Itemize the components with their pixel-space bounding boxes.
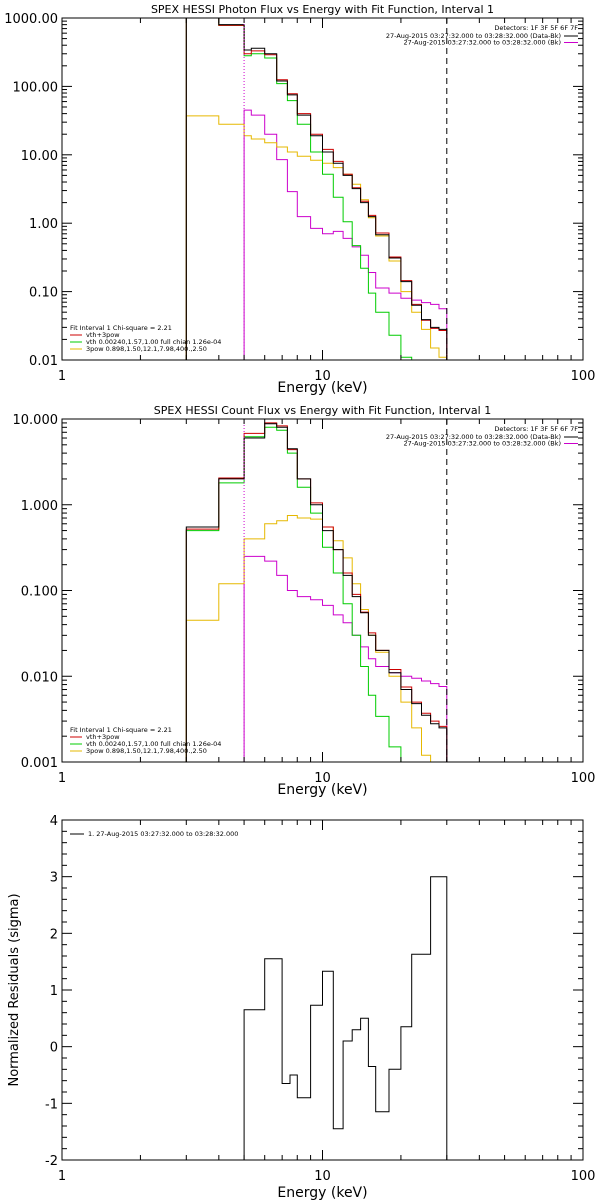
series-total-line	[185, 18, 448, 360]
x-tick-label: 100	[571, 1169, 596, 1184]
series-powerlaw-line	[185, 515, 448, 762]
fit-legend-label: 3pow 0.898,1.50,12.1,7.98,400.,2.50	[86, 747, 207, 755]
x-tick-label: 1	[58, 1169, 66, 1184]
legend-header: Detectors: 1F 3F 5F 6F 7F	[494, 425, 578, 433]
y-axis-label: Normalized Residuals (sigma)	[7, 893, 22, 1086]
series-thermal-line	[185, 18, 448, 360]
x-tick-label: 1	[58, 369, 66, 384]
x-tick-label: 10	[314, 369, 331, 384]
legend-entry-label: 27-Aug-2015 03:27:32.000 to 03:28:32.000…	[404, 440, 561, 448]
series-total-line	[243, 876, 448, 1160]
series-total-line	[185, 423, 448, 762]
axes-frame	[61, 418, 584, 763]
y-tick-label: 1	[50, 984, 58, 999]
series-group	[243, 876, 448, 1160]
legend-entry-label: 27-Aug-2015 03:27:32.000 to 03:28:32.000…	[386, 433, 561, 441]
x-axis-label: Energy (keV)	[277, 782, 367, 798]
series-background-line	[185, 109, 448, 360]
y-tick-label: 0.100	[21, 585, 58, 600]
y-tick-label: 10.00	[21, 149, 58, 164]
y-tick-label: 3	[50, 871, 58, 886]
fit-legend-label: vth 0.00240,1.57,1.00 full chian 1.26e-0…	[86, 740, 221, 748]
photon-flux-panel: SPEX HESSI Photon Flux vs Energy with Fi…	[4, 3, 595, 396]
x-tick-label: 10	[314, 771, 331, 786]
legend-entry-label: 27-Aug-2015 03:27:32.000 to 03:28:32.000…	[404, 39, 561, 47]
y-tick-label: 0	[50, 1041, 58, 1056]
series-model-line	[185, 422, 448, 762]
count-flux-panel: SPEX HESSI Count Flux vs Energy with Fit…	[13, 404, 596, 798]
chart-title: SPEX HESSI Photon Flux vs Energy with Fi…	[151, 3, 494, 16]
y-tick-label: 10.000	[13, 413, 59, 428]
y-tick-label: 1.00	[29, 217, 58, 232]
fit-legend-label: vth+3pow	[86, 331, 120, 339]
x-tick-label: 1	[58, 771, 66, 786]
fit-legend-header: Fit Interval 1 Chi-square = 2.21	[70, 726, 172, 734]
series-group	[185, 18, 448, 360]
fit-legend-label: vth+3pow	[86, 733, 120, 741]
x-axis-label: Energy (keV)	[277, 1185, 367, 1200]
legend-header: Detectors: 1F 3F 5F 6F 7F	[494, 24, 578, 32]
y-tick-label: 0.001	[21, 756, 58, 771]
y-tick-label: 4	[50, 814, 58, 829]
y-tick-label: 0.01	[29, 354, 58, 369]
axes-frame	[61, 17, 584, 361]
x-tick-label: 10	[314, 1169, 331, 1184]
series-group	[185, 422, 448, 762]
y-tick-label: 0.010	[21, 670, 58, 685]
y-tick-label: 2	[50, 927, 58, 942]
x-tick-label: 100	[571, 771, 596, 786]
y-tick-label: -2	[45, 1154, 58, 1169]
series-model-line	[185, 18, 448, 360]
series-background-line	[185, 555, 448, 762]
legend-entry-label: 1. 27-Aug-2015 03:27:32.000 to 03:28:32.…	[88, 830, 238, 838]
x-axis-label: Energy (keV)	[277, 380, 367, 396]
y-tick-label: 100.00	[13, 80, 59, 95]
y-tick-label: 1000.00	[4, 12, 58, 27]
series-powerlaw-line	[185, 115, 448, 360]
fit-legend-label: 3pow 0.898,1.50,12.1,7.98,400.,2.50	[86, 345, 207, 353]
fit-legend-header: Fit Interval 1 Chi-square = 2.21	[70, 324, 172, 332]
y-tick-label: -1	[45, 1097, 58, 1112]
fit-legend-label: vth 0.00240,1.57,1.00 full chian 1.26e-0…	[86, 338, 221, 346]
y-tick-label: 1.000	[21, 499, 58, 514]
legend-entry-label: 27-Aug-2015 03:27:32.000 to 03:28:32.000…	[386, 32, 561, 40]
x-tick-label: 100	[571, 369, 596, 384]
residuals-panel: 1 10 100 -2 -1 0 1 2 3 4 Energy (keV) Normalized Re…	[7, 814, 595, 1200]
chart-title: SPEX HESSI Count Flux vs Energy with Fit…	[154, 404, 491, 417]
y-tick-label: 0.10	[29, 286, 58, 301]
